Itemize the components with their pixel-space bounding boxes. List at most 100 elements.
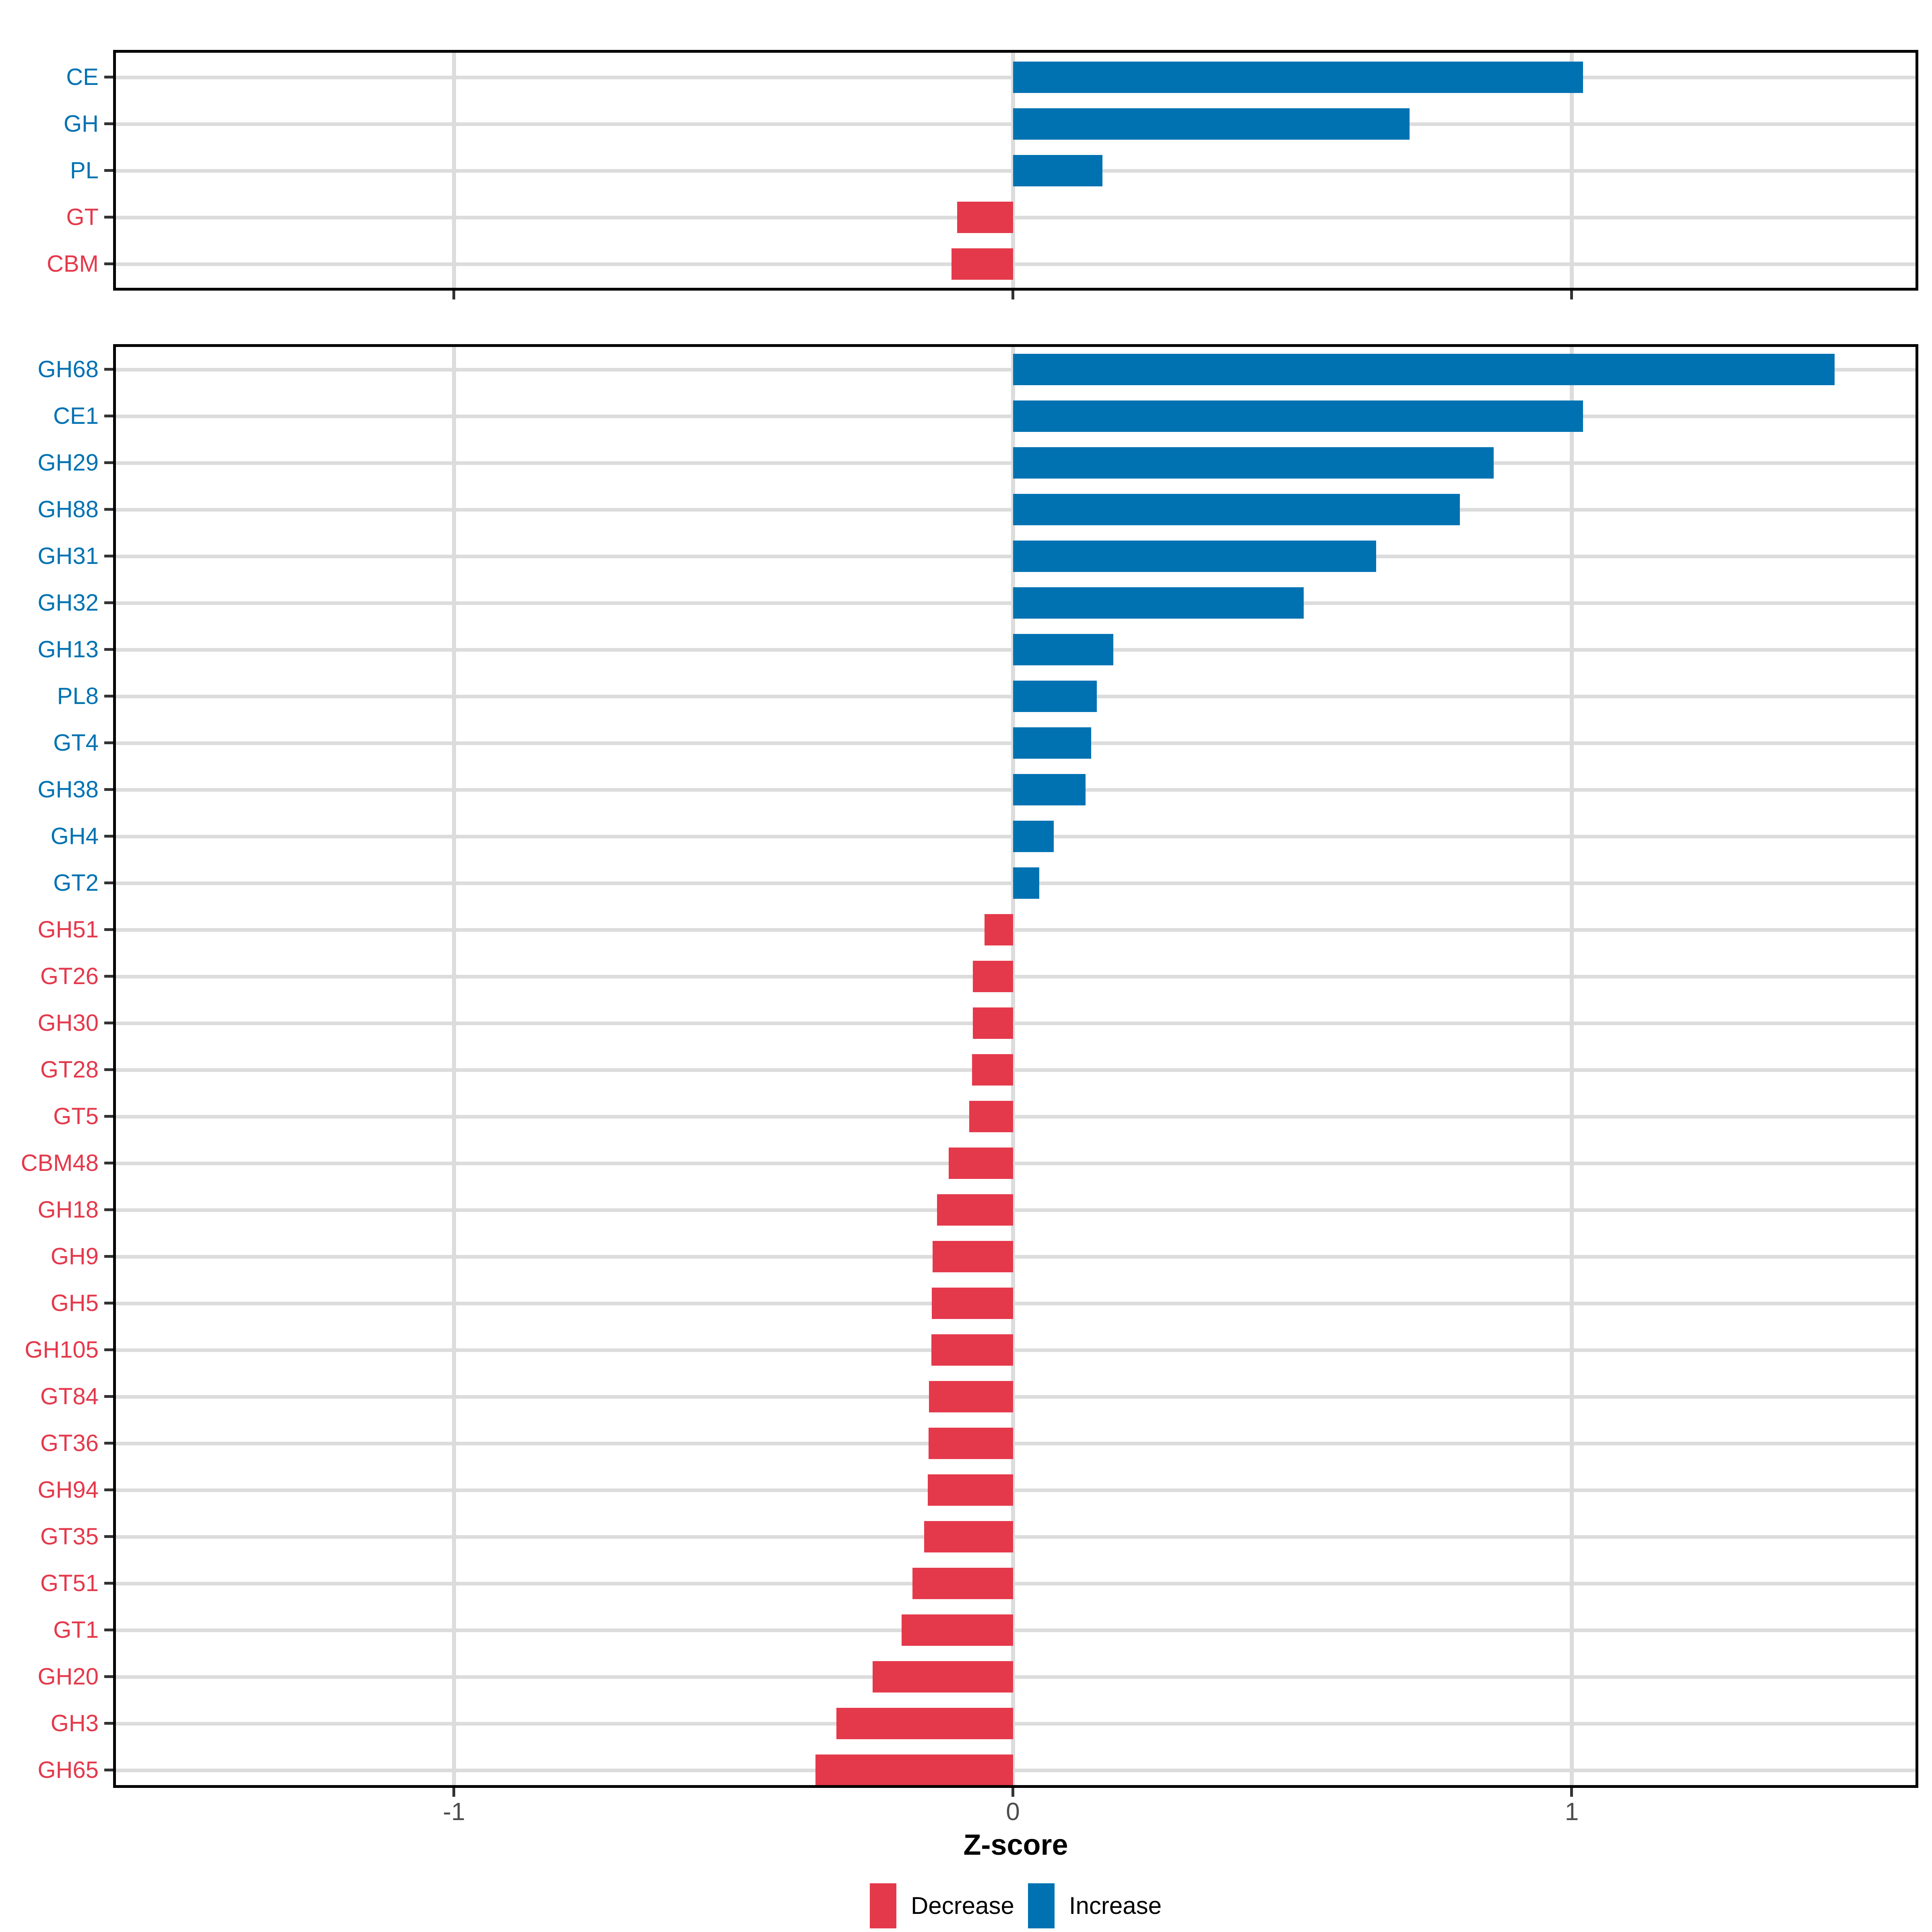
bar-GH9 (932, 1241, 1013, 1272)
bar-GH18 (937, 1194, 1013, 1226)
y-tick-mark-GH94 (104, 1488, 113, 1491)
x-tick-label--1: -1 (443, 1798, 465, 1826)
bar-GH51 (984, 914, 1013, 945)
y-tick-mark-CBM (104, 262, 113, 265)
y-tick-mark-GT28 (104, 1068, 113, 1071)
bar-GT35 (924, 1521, 1013, 1552)
y-tick-mark-GT4 (104, 741, 113, 744)
y-axis-label-GH68: GH68 (37, 356, 99, 382)
y-axis-label-GH5: GH5 (50, 1290, 99, 1316)
y-axis-label-CBM48: CBM48 (21, 1150, 99, 1176)
y-axis-label-GH105: GH105 (25, 1337, 99, 1363)
y-axis-label-GH3: GH3 (50, 1710, 99, 1736)
bar-GT2 (1013, 867, 1039, 899)
y-axis-label-GT35: GT35 (40, 1523, 99, 1550)
x-tick-label-1: 1 (1565, 1798, 1579, 1826)
y-axis-label-GH18: GH18 (37, 1197, 99, 1223)
y-tick-mark-GH32 (104, 601, 113, 604)
gridline-row-GH51 (113, 928, 1918, 932)
bar-GH38 (1013, 774, 1086, 805)
gridline-row-GH65 (113, 1769, 1918, 1772)
y-axis-label-GH: GH (64, 111, 99, 137)
y-axis-label-GH51: GH51 (37, 916, 99, 943)
bar-GT5 (969, 1101, 1013, 1132)
gridline-row-GT35 (113, 1535, 1918, 1539)
y-axis-label-GH38: GH38 (37, 776, 99, 803)
y-tick-mark-PL (104, 169, 113, 172)
y-tick-mark-GT36 (104, 1442, 113, 1445)
panel-cazyme-families (113, 344, 1918, 1788)
y-axis-label-CE1: CE1 (53, 403, 99, 429)
y-axis-label-GH94: GH94 (37, 1477, 99, 1503)
y-tick-mark-GT51 (104, 1582, 113, 1585)
legend-label-decrease: Decrease (911, 1892, 1014, 1919)
bar-GT1 (902, 1614, 1013, 1646)
y-tick-mark-GH68 (104, 368, 113, 371)
y-tick-mark-GH105 (104, 1348, 113, 1351)
y-tick-mark-CE (104, 76, 113, 78)
legend-entry-decrease: Decrease (870, 1883, 1014, 1928)
gridline-row-GH94 (113, 1488, 1918, 1492)
bar-PL (1013, 155, 1102, 186)
legend-swatch-increase (1028, 1883, 1055, 1928)
bar-GH31 (1013, 541, 1377, 572)
y-axis-label-GT36: GT36 (40, 1430, 99, 1456)
x-tick-label-0: 0 (1006, 1798, 1020, 1826)
bar-GT26 (972, 961, 1013, 992)
gridline-row-GH18 (113, 1208, 1918, 1212)
gridline-row-GT36 (113, 1442, 1918, 1445)
y-tick-mark-GT35 (104, 1535, 113, 1538)
gridline-row-GH5 (113, 1302, 1918, 1305)
legend-label-increase: Increase (1069, 1892, 1162, 1919)
x-axis-title: Z-score (963, 1829, 1068, 1861)
y-tick-mark-GH30 (104, 1022, 113, 1024)
y-tick-mark-GH13 (104, 648, 113, 651)
y-tick-mark-GH29 (104, 461, 113, 464)
y-tick-mark-GT2 (104, 881, 113, 884)
y-tick-mark-GH51 (104, 928, 113, 931)
legend-entry-increase: Increase (1028, 1883, 1162, 1928)
y-axis-label-GH9: GH9 (50, 1243, 99, 1269)
y-tick-mark-CE1 (104, 415, 113, 417)
y-tick-mark-GH65 (104, 1769, 113, 1771)
y-axis-label-GT26: GT26 (40, 963, 99, 989)
y-axis-label-GT1: GT1 (53, 1617, 99, 1643)
chart-legend: Decrease Increase (113, 1880, 1918, 1931)
x-tick-mark-0-panel1 (1011, 1788, 1014, 1797)
bar-GT36 (928, 1428, 1013, 1459)
y-tick-mark-GH88 (104, 508, 113, 511)
x-tick-mark-1-panel0 (1570, 291, 1573, 299)
bar-GT84 (929, 1381, 1013, 1412)
x-tick-mark--1-panel1 (452, 1788, 455, 1797)
gridline-row-GH9 (113, 1255, 1918, 1259)
y-axis-label-PL8: PL8 (57, 683, 99, 709)
y-axis-label-GH65: GH65 (37, 1757, 99, 1783)
y-axis-label-GT28: GT28 (40, 1057, 99, 1083)
bar-GT51 (912, 1568, 1013, 1599)
gridline-row-GH105 (113, 1348, 1918, 1352)
y-tick-mark-GT (104, 216, 113, 219)
y-tick-mark-GH20 (104, 1675, 113, 1678)
gridline-row-GT (113, 216, 1918, 219)
y-tick-mark-GT5 (104, 1115, 113, 1118)
gridline-x-1 (1570, 344, 1574, 1788)
y-axis-label-GT5: GT5 (53, 1103, 99, 1129)
y-axis-label-GT2: GT2 (53, 870, 99, 896)
y-axis-label-GH20: GH20 (37, 1664, 99, 1690)
bar-GT4 (1013, 727, 1091, 759)
bar-GT28 (972, 1054, 1013, 1086)
bar-GH32 (1013, 587, 1304, 619)
x-tick-mark-0-panel0 (1011, 291, 1014, 299)
bar-GH3 (836, 1708, 1013, 1739)
bar-GH105 (931, 1334, 1013, 1366)
y-axis-label-GT51: GT51 (40, 1570, 99, 1596)
bar-GH65 (815, 1754, 1013, 1786)
panel-cazyme-classes (113, 50, 1918, 291)
bar-GH94 (928, 1474, 1013, 1506)
y-axis-label-GH32: GH32 (37, 590, 99, 616)
y-axis-label-GH29: GH29 (37, 450, 99, 476)
bar-GH88 (1013, 494, 1460, 525)
bar-GT (957, 202, 1013, 233)
y-axis-label-GH88: GH88 (37, 496, 99, 522)
